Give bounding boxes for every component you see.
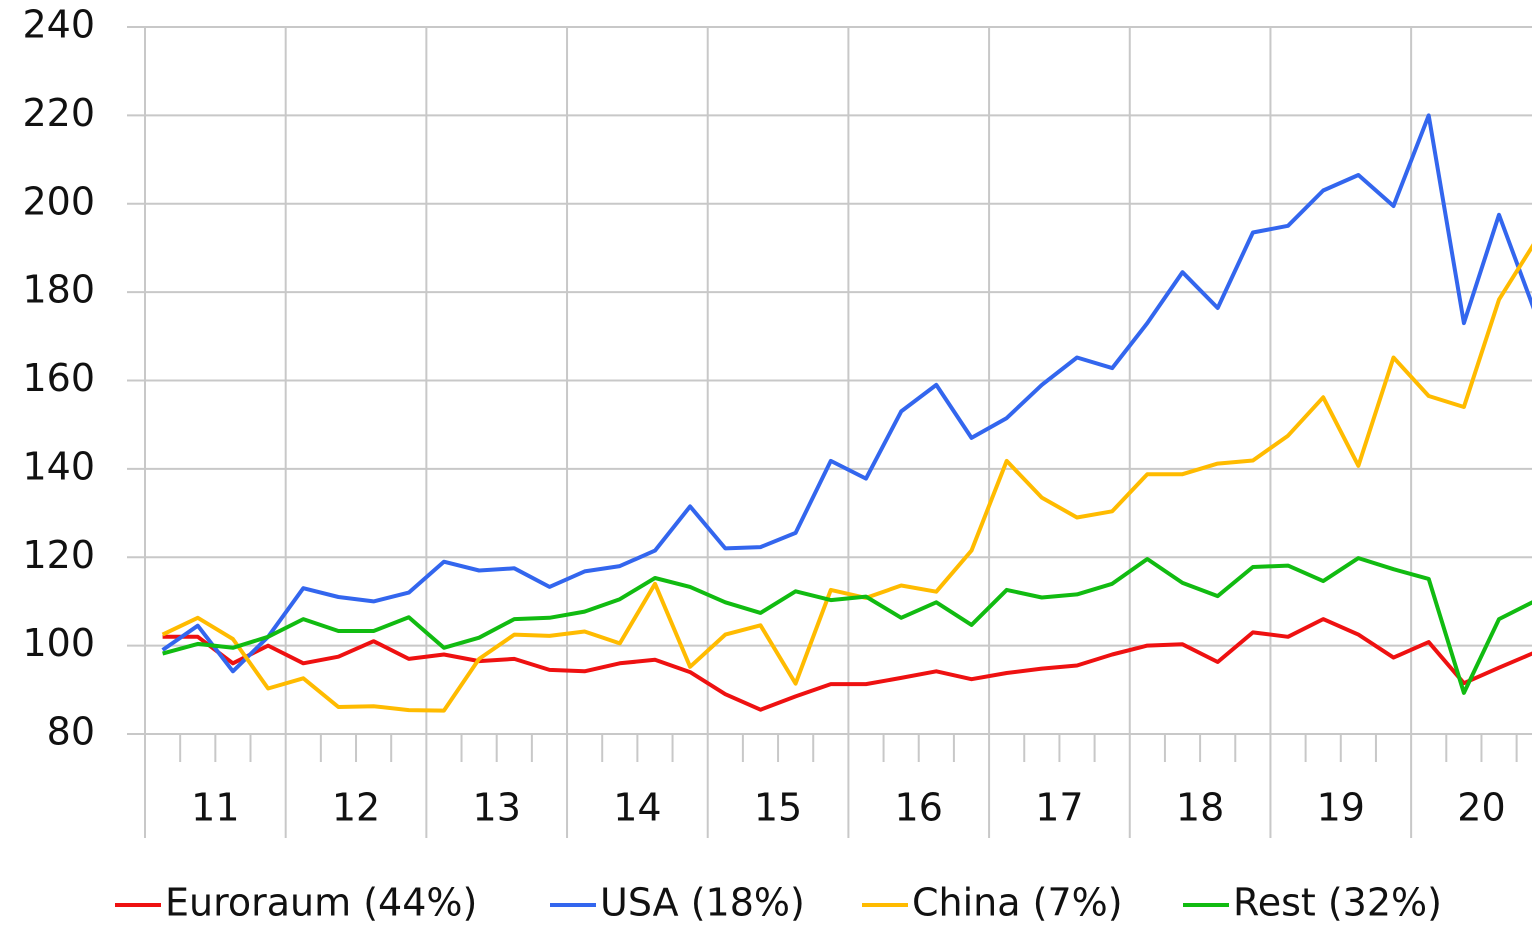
x-tick-label: 14 bbox=[613, 786, 661, 830]
series-line bbox=[162, 556, 1532, 695]
legend-label: Euroraum (44%) bbox=[165, 881, 477, 925]
y-tick-label: 100 bbox=[22, 621, 95, 665]
y-tick-label: 120 bbox=[22, 533, 95, 577]
legend-label: USA (18%) bbox=[600, 881, 805, 925]
y-tick-label: 200 bbox=[22, 179, 95, 223]
x-tick-label: 13 bbox=[473, 786, 521, 830]
x-tick-label: 16 bbox=[895, 786, 943, 830]
legend-label: China (7%) bbox=[912, 881, 1123, 925]
y-tick-label: 220 bbox=[22, 91, 95, 135]
y-tick-label: 140 bbox=[22, 444, 95, 488]
x-tick-label: 20 bbox=[1457, 786, 1505, 830]
y-tick-label: 240 bbox=[22, 3, 95, 47]
x-tick-label: 17 bbox=[1035, 786, 1083, 830]
y-tick-label: 80 bbox=[47, 710, 95, 754]
legend-label: Rest (32%) bbox=[1233, 881, 1442, 925]
x-tick-label: 12 bbox=[332, 786, 380, 830]
series-line bbox=[161, 243, 1532, 713]
series-line bbox=[161, 113, 1532, 674]
x-tick-label: 18 bbox=[1176, 786, 1224, 830]
x-tick-label: 19 bbox=[1317, 786, 1365, 830]
x-tick-label: 15 bbox=[754, 786, 802, 830]
x-tick-label: 11 bbox=[191, 786, 239, 830]
y-tick-label: 160 bbox=[22, 356, 95, 400]
series-line bbox=[162, 617, 1532, 712]
y-tick-label: 180 bbox=[22, 268, 95, 312]
